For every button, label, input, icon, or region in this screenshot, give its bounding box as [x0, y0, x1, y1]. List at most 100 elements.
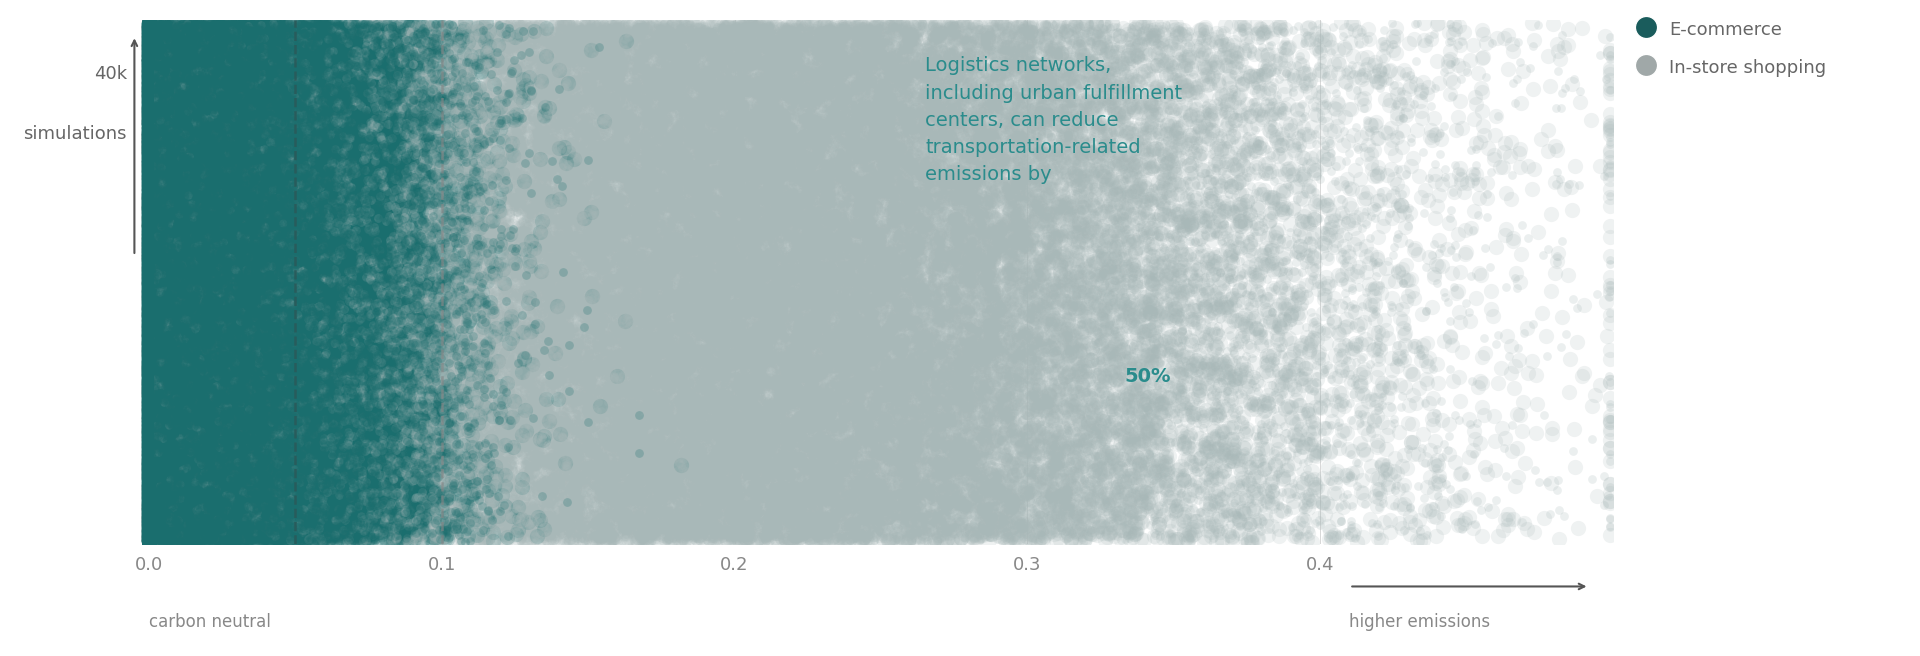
Point — [324, 92, 355, 103]
Point — [1267, 471, 1298, 482]
Point — [182, 530, 213, 541]
Point — [134, 196, 165, 207]
Point — [1023, 424, 1054, 435]
Point — [321, 483, 351, 494]
Point — [764, 173, 795, 183]
Point — [879, 39, 910, 50]
Point — [188, 218, 219, 229]
Point — [134, 264, 165, 274]
Point — [134, 64, 165, 74]
Point — [294, 243, 324, 254]
Point — [561, 41, 591, 52]
Point — [874, 134, 904, 144]
Point — [134, 279, 165, 289]
Point — [134, 67, 165, 77]
Point — [365, 258, 396, 269]
Point — [593, 192, 624, 202]
Point — [630, 159, 660, 170]
Point — [465, 144, 495, 155]
Point — [152, 182, 182, 193]
Point — [367, 275, 397, 285]
Point — [156, 410, 186, 420]
Point — [207, 102, 238, 113]
Point — [1192, 185, 1223, 195]
Point — [234, 78, 265, 89]
Point — [939, 154, 970, 165]
Point — [207, 418, 238, 428]
Point — [219, 359, 250, 369]
Point — [666, 381, 697, 392]
Point — [561, 33, 591, 43]
Point — [179, 178, 209, 189]
Point — [970, 231, 1000, 241]
Point — [134, 483, 165, 493]
Point — [467, 323, 497, 334]
Point — [1365, 385, 1396, 396]
Point — [134, 113, 165, 124]
Point — [503, 142, 534, 153]
Point — [1179, 362, 1210, 373]
Point — [1196, 440, 1227, 451]
Point — [259, 321, 290, 332]
Point — [134, 388, 165, 398]
Point — [578, 157, 609, 167]
Point — [326, 326, 357, 337]
Point — [989, 270, 1020, 281]
Point — [707, 131, 737, 142]
Point — [900, 43, 931, 54]
Point — [998, 503, 1029, 514]
Point — [614, 488, 645, 499]
Point — [399, 174, 430, 185]
Point — [161, 472, 192, 482]
Point — [814, 426, 845, 437]
Point — [257, 331, 288, 341]
Point — [478, 439, 509, 449]
Point — [1380, 276, 1411, 287]
Point — [1260, 76, 1290, 87]
Point — [634, 440, 664, 451]
Point — [282, 241, 313, 252]
Point — [1185, 332, 1215, 342]
Point — [609, 376, 639, 386]
Point — [263, 468, 294, 479]
Point — [134, 322, 165, 333]
Point — [346, 176, 376, 186]
Point — [463, 442, 493, 453]
Point — [134, 488, 165, 499]
Point — [336, 281, 367, 291]
Point — [171, 279, 202, 290]
Point — [134, 529, 165, 540]
Point — [451, 497, 482, 508]
Point — [144, 466, 175, 476]
Point — [597, 60, 628, 70]
Point — [134, 279, 165, 290]
Point — [134, 180, 165, 191]
Point — [511, 49, 541, 59]
Point — [286, 461, 317, 471]
Point — [159, 497, 190, 507]
Point — [388, 516, 419, 526]
Point — [753, 458, 783, 468]
Point — [405, 310, 436, 321]
Point — [134, 333, 165, 343]
Point — [248, 33, 278, 43]
Point — [284, 165, 315, 175]
Point — [296, 197, 326, 208]
Point — [154, 165, 184, 175]
Point — [829, 81, 860, 92]
Point — [726, 110, 756, 121]
Point — [236, 105, 267, 115]
Point — [968, 216, 998, 226]
Point — [142, 232, 173, 242]
Point — [134, 37, 165, 47]
Point — [348, 338, 378, 348]
Point — [134, 260, 165, 271]
Point — [444, 445, 474, 456]
Point — [981, 438, 1012, 449]
Point — [910, 363, 941, 373]
Point — [351, 190, 382, 200]
Point — [470, 428, 501, 439]
Point — [553, 106, 584, 116]
Point — [624, 20, 655, 31]
Point — [134, 241, 165, 251]
